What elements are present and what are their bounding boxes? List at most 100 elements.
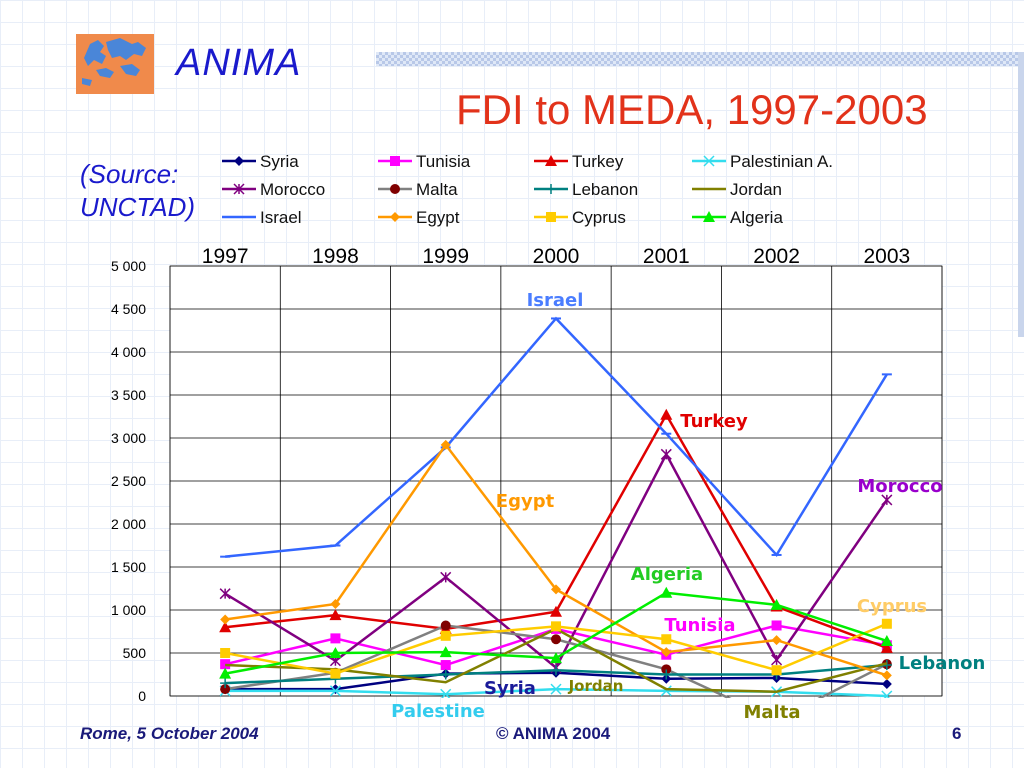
- data-point-algeria: [329, 647, 342, 658]
- slide-title: FDI to MEDA, 1997-2003: [456, 86, 928, 133]
- data-point-turkey: [880, 641, 893, 653]
- legend-swatch: [534, 184, 568, 194]
- data-point-algeria: [219, 667, 232, 679]
- legend-swatch: [534, 155, 568, 166]
- data-point-malta: [220, 684, 231, 695]
- annotation-lebanon: Lebanon: [899, 653, 986, 674]
- source-line-2: UNCTAD): [80, 192, 196, 222]
- legend-label: Malta: [416, 180, 458, 199]
- y-tick-label: 4 000: [111, 344, 146, 360]
- data-point-egypt: [220, 614, 231, 625]
- data-point-cyprus: [661, 634, 672, 645]
- legend-label: Morocco: [260, 180, 326, 199]
- footer-page-number: 6: [952, 724, 962, 743]
- legend-label: Algeria: [730, 208, 783, 227]
- legend-swatch: [378, 212, 412, 222]
- data-point-lebanon: [440, 669, 451, 680]
- data-point-algeria: [550, 652, 562, 664]
- legend-label: Cyprus: [572, 208, 626, 227]
- data-point-tunisia: [440, 660, 451, 671]
- source-line-1: (Source:: [80, 159, 179, 189]
- data-point-algeria: [439, 646, 452, 658]
- data-point-malta: [551, 634, 561, 645]
- footer-copyright: © ANIMA 2004: [496, 724, 611, 743]
- y-tick-label: 1 500: [111, 559, 146, 575]
- legend-label: Egypt: [416, 208, 460, 227]
- legend-swatch: [378, 184, 412, 194]
- data-point-morocco: [219, 588, 231, 600]
- data-point-algeria: [880, 634, 893, 646]
- annotation-cyprus: Cyprus: [857, 596, 927, 617]
- data-point-tunisia: [771, 620, 782, 631]
- data-point-cyprus: [220, 648, 231, 658]
- data-point-morocco: [771, 654, 783, 666]
- legend-label: Turkey: [572, 152, 624, 171]
- legend-swatch: [692, 155, 726, 167]
- y-tick-label: 4 500: [111, 301, 146, 317]
- x-category-label: 2003: [863, 245, 910, 268]
- x-category-label: 1999: [422, 245, 469, 268]
- data-point-cyprus: [440, 630, 451, 641]
- annotation-morocco: Morocco: [857, 476, 942, 497]
- x-category-label: 2002: [753, 245, 800, 268]
- legend-swatch: [222, 215, 256, 219]
- footer-date: Rome, 5 October 2004: [80, 724, 259, 743]
- data-point-egypt: [551, 584, 561, 595]
- data-point-palestine: [550, 683, 562, 695]
- legend-label: Tunisia: [416, 152, 471, 171]
- legend-swatch: [692, 187, 726, 191]
- header-band: [376, 52, 1024, 66]
- legend-label: Lebanon: [572, 180, 639, 199]
- annotation-egypt: Egypt: [496, 491, 555, 512]
- data-point-malta: [440, 620, 451, 631]
- legend-swatch: [534, 212, 568, 222]
- data-point-morocco: [660, 448, 672, 460]
- annotation-jordan: Jordan: [568, 677, 624, 695]
- data-point-morocco: [440, 571, 452, 583]
- data-point-lebanon: [220, 678, 231, 689]
- data-point-turkey: [550, 605, 562, 617]
- annotation-tunisia: Tunisia: [664, 615, 735, 636]
- data-point-syria: [881, 678, 892, 689]
- data-point-lebanon: [661, 669, 672, 680]
- data-point-turkey: [660, 408, 673, 420]
- y-tick-label: 3 500: [111, 387, 146, 403]
- data-point-palestine: [440, 688, 452, 698]
- data-point-palestine: [329, 685, 341, 697]
- anima-logo: [76, 34, 154, 94]
- data-point-tunisia: [330, 633, 341, 644]
- data-point-algeria: [660, 586, 673, 598]
- data-point-egypt: [330, 598, 341, 609]
- legend-label: Palestinian A.: [730, 152, 834, 171]
- series-group: [219, 316, 893, 698]
- y-tick-label: 2 500: [111, 473, 146, 489]
- data-point-lebanon: [551, 665, 561, 676]
- y-tick-label: 5 000: [111, 258, 146, 274]
- data-point-egypt: [881, 670, 892, 681]
- annotation-palestine: Palestine: [391, 701, 485, 722]
- side-band: [1018, 52, 1024, 337]
- data-point-cyprus: [551, 621, 561, 632]
- data-point-algeria: [770, 598, 783, 610]
- x-category-label: 2001: [643, 245, 690, 268]
- chart-legend: Syria Tunisia Turkey Palestinian A. Morocco M…: [222, 150, 862, 238]
- brand-name: ANIMA: [176, 42, 302, 84]
- data-point-morocco: [881, 494, 893, 506]
- x-category-label: 2000: [533, 245, 580, 268]
- legend-swatch: [378, 156, 412, 166]
- y-tick-label: 2 000: [111, 516, 146, 532]
- legend-label: Israel: [260, 208, 302, 227]
- source-note: (Source: UNCTAD): [80, 158, 195, 224]
- data-point-cyprus: [881, 618, 892, 629]
- data-point-cyprus: [771, 665, 782, 676]
- legend-swatch: [222, 156, 256, 166]
- legend-label: Syria: [260, 152, 299, 171]
- data-point-cyprus: [330, 668, 341, 679]
- data-point-egypt: [661, 647, 672, 658]
- legend-swatch: [692, 211, 726, 222]
- y-tick-label: 500: [123, 645, 147, 661]
- data-point-malta: [661, 664, 672, 675]
- data-point-turkey: [329, 609, 342, 621]
- data-point-egypt: [771, 635, 782, 646]
